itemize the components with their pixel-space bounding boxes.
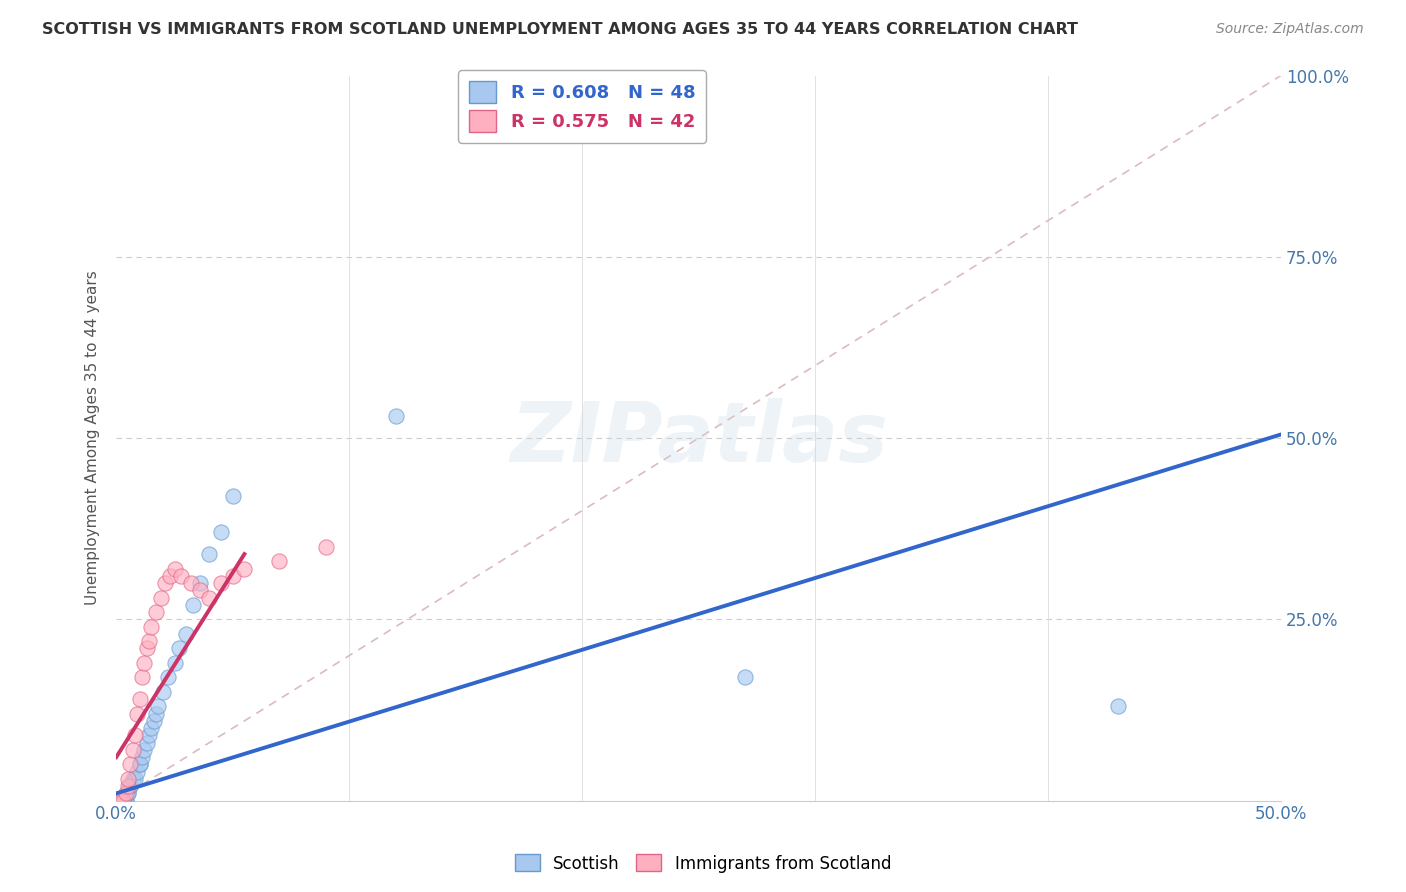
Point [269, 554, 291, 568]
Point [107, 794, 129, 808]
Point [181, 598, 204, 612]
Point [117, 786, 139, 800]
Point [385, 409, 408, 424]
Point [142, 714, 165, 728]
Point [135, 641, 157, 656]
Point [145, 605, 167, 619]
Point [198, 547, 221, 561]
Point [105, 794, 128, 808]
Point [105, 794, 128, 808]
Point [105, 794, 128, 808]
Point [131, 750, 153, 764]
Point [127, 764, 149, 779]
Point [110, 794, 132, 808]
Point [163, 561, 186, 575]
Point [120, 779, 142, 793]
Point [112, 794, 135, 808]
Point [128, 692, 150, 706]
Point [105, 794, 128, 808]
Point [222, 489, 245, 503]
Point [152, 685, 174, 699]
Point [134, 743, 156, 757]
Point [153, 576, 176, 591]
Point [180, 576, 202, 591]
Point [120, 757, 142, 772]
Point [105, 794, 128, 808]
Point [120, 779, 142, 793]
Point [105, 794, 128, 808]
Point [141, 721, 163, 735]
Point [107, 794, 129, 808]
Point [117, 772, 139, 786]
Point [1107, 699, 1129, 714]
Text: Source: ZipAtlas.com: Source: ZipAtlas.com [1216, 22, 1364, 37]
Point [127, 706, 149, 721]
Point [105, 794, 128, 808]
Text: SCOTTISH VS IMMIGRANTS FROM SCOTLAND UNEMPLOYMENT AMONG AGES 35 TO 44 YEARS CORR: SCOTTISH VS IMMIGRANTS FROM SCOTLAND UNE… [42, 22, 1078, 37]
Point [138, 728, 160, 742]
Point [163, 656, 186, 670]
Point [114, 786, 136, 800]
Point [105, 794, 128, 808]
Point [105, 794, 128, 808]
Point [222, 569, 245, 583]
Point [105, 794, 128, 808]
Point [188, 576, 211, 591]
Point [117, 779, 139, 793]
Point [117, 786, 139, 800]
Point [156, 670, 179, 684]
Point [114, 794, 136, 808]
Point [170, 569, 193, 583]
Point [148, 699, 170, 714]
Point [105, 794, 128, 808]
Point [107, 794, 129, 808]
Point [107, 794, 129, 808]
Point [105, 794, 128, 808]
Point [110, 794, 132, 808]
Point [105, 794, 128, 808]
Point [105, 794, 128, 808]
Legend: Scottish, Immigrants from Scotland: Scottish, Immigrants from Scotland [508, 847, 898, 880]
Point [124, 728, 146, 742]
Point [128, 757, 150, 772]
Text: ZIPatlas: ZIPatlas [510, 398, 887, 479]
Point [159, 569, 181, 583]
Point [110, 794, 132, 808]
Point [105, 794, 128, 808]
Point [174, 627, 197, 641]
Point [209, 525, 232, 540]
Y-axis label: Unemployment Among Ages 35 to 44 years: Unemployment Among Ages 35 to 44 years [86, 270, 100, 606]
Point [131, 670, 153, 684]
Point [112, 794, 135, 808]
Point [105, 794, 128, 808]
Point [141, 619, 163, 633]
Point [105, 794, 128, 808]
Point [167, 641, 190, 656]
Point [134, 656, 156, 670]
Point [121, 772, 143, 786]
Point [105, 794, 128, 808]
Point [121, 743, 143, 757]
Legend: R = 0.608   N = 48, R = 0.575   N = 42: R = 0.608 N = 48, R = 0.575 N = 42 [458, 70, 706, 143]
Point [135, 736, 157, 750]
Point [105, 794, 128, 808]
Point [209, 576, 232, 591]
Point [128, 757, 150, 772]
Point [233, 561, 256, 575]
Point [149, 591, 172, 605]
Point [145, 706, 167, 721]
Point [734, 670, 756, 684]
Point [138, 634, 160, 648]
Point [188, 583, 211, 598]
Point [198, 591, 221, 605]
Point [112, 794, 135, 808]
Point [105, 794, 128, 808]
Point [124, 772, 146, 786]
Point [114, 794, 136, 808]
Point [105, 794, 128, 808]
Point [315, 540, 337, 554]
